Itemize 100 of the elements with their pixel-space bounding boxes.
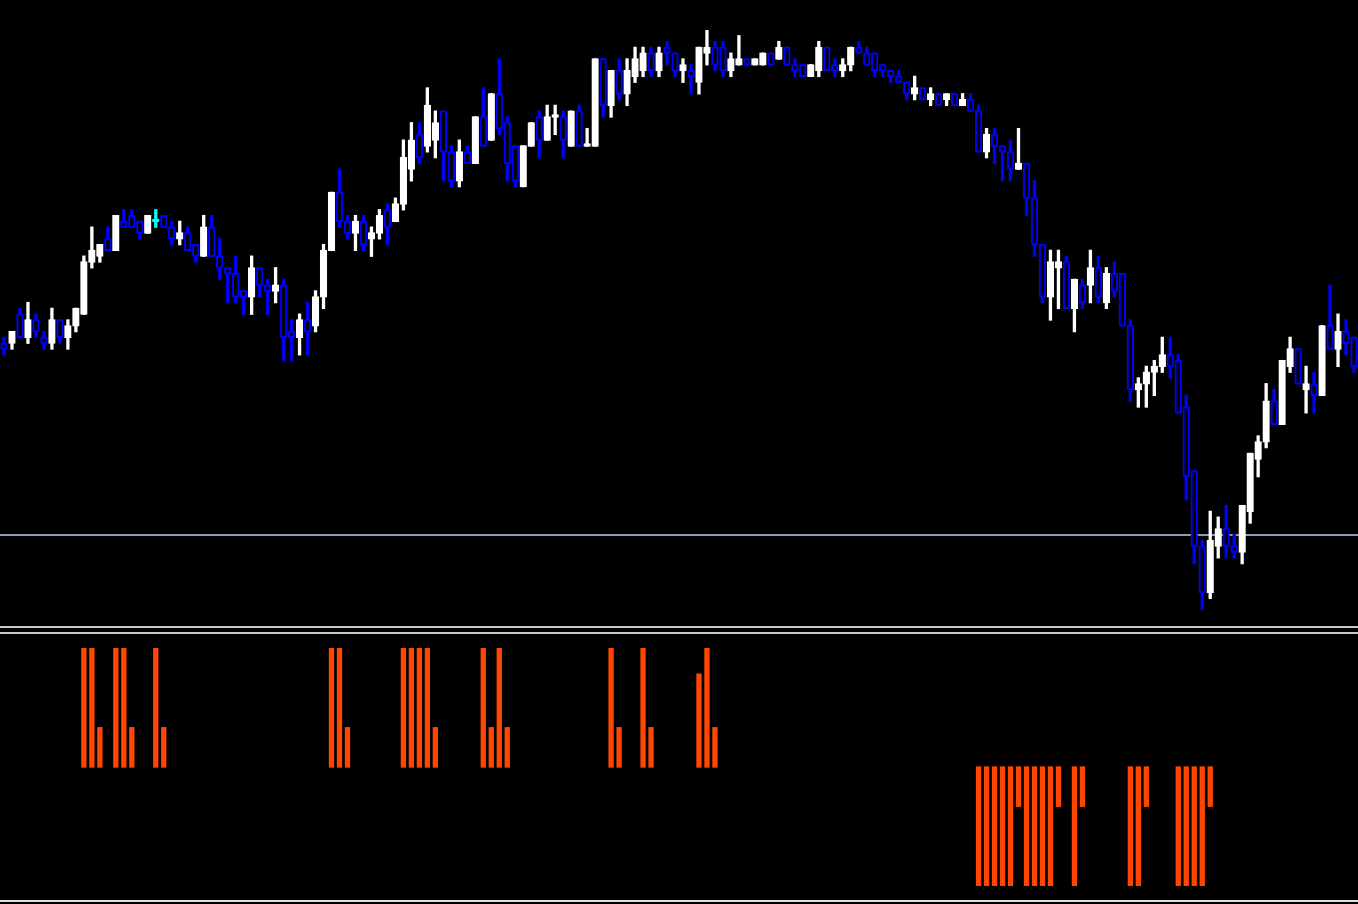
candlestick [128,209,136,228]
bar [416,648,423,768]
candlestick [535,110,543,159]
candlestick [918,87,927,101]
candlestick [104,226,112,252]
candlestick [144,214,152,234]
candlestick [303,301,312,356]
bar [408,648,415,768]
candlestick [655,46,663,78]
bar [496,648,502,768]
bar [1175,766,1181,886]
bar [1183,766,1189,886]
bar [89,648,95,768]
bar [991,766,998,886]
candlestick [1014,127,1023,170]
candlestick [48,307,56,350]
candlestick [575,104,583,147]
candlestick [247,255,256,315]
candlestick [455,139,463,188]
candlestick [423,87,432,153]
candlestick [751,58,759,66]
candlestick [719,40,727,78]
candlestick [687,64,695,95]
candlestick [607,69,615,118]
candlestick [1046,249,1055,321]
candlestick [599,58,607,118]
candlestick [1222,504,1230,559]
candlestick [767,52,775,66]
candlestick [775,40,783,60]
candlestick [727,52,735,78]
candlestick [1054,249,1063,310]
bar [983,766,990,886]
bar [1031,766,1038,886]
bar [999,766,1006,886]
bar [1039,766,1046,886]
candlestick [743,58,751,66]
bar [608,648,614,768]
candlestick [1070,278,1079,333]
candlestick [1134,377,1142,408]
candlestick [479,87,487,147]
candlestick [1326,284,1334,350]
candlestick [1270,388,1278,426]
candlestick [1102,267,1111,310]
candlestick [950,93,959,107]
candlestick [295,313,304,356]
bar [153,648,159,768]
bar [400,648,407,768]
candlestick [120,209,128,228]
bar [975,766,982,886]
bar [1007,766,1014,886]
candlestick [990,127,999,165]
candlestick [799,64,807,78]
bar [1191,766,1197,886]
candlestick [351,214,360,252]
bar [1071,766,1078,886]
candlestick [0,336,8,356]
candlestick [1006,139,1015,182]
bar [480,648,486,768]
candlestick [663,40,671,66]
bar [640,648,646,768]
bar [1023,766,1030,886]
candlestick [910,75,919,101]
bar [1127,766,1133,886]
bar [704,648,710,768]
candlestick [615,58,623,101]
candlestick [383,203,392,246]
candlestick [551,104,559,136]
candlestick [735,35,743,66]
candlestick [958,93,967,107]
candlestick [1094,255,1103,304]
candlestick [895,69,903,83]
candlestick [56,319,64,344]
candlestick [543,104,551,141]
candlestick [839,58,847,78]
candlestick [855,40,863,54]
candlestick [1310,371,1318,414]
candlestick [1062,255,1071,310]
candlestick [942,93,951,107]
candlestick [463,145,471,165]
candlestick [471,116,479,165]
bar [424,648,431,768]
bar [81,648,87,768]
candlestick [1302,365,1310,414]
bar [328,648,335,768]
bar [113,648,119,768]
candlestick [1294,348,1302,385]
candlestick [711,40,719,72]
candlestick [639,46,647,78]
candlestick [8,330,16,350]
candlestick [926,87,935,107]
candlestick [1318,325,1326,397]
candlestick [112,214,120,252]
candlestick [487,93,495,141]
candlestick [966,93,975,112]
candlestick [519,145,527,188]
candlestick [184,226,192,252]
candlestick [1086,249,1095,304]
candlestick [591,58,599,147]
candlestick [679,58,687,83]
bar [336,648,343,768]
